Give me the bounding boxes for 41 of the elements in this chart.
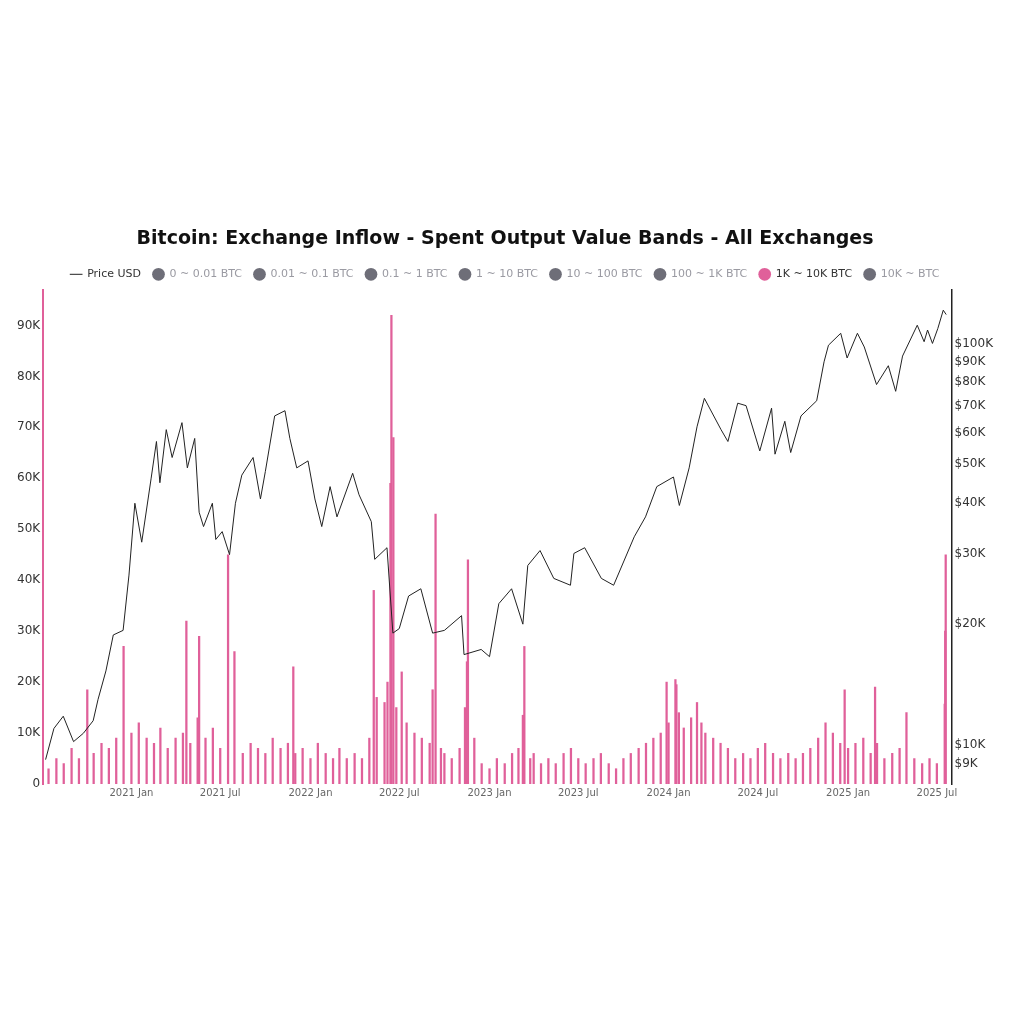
x-tick-label: 2022 Jan	[288, 786, 333, 798]
x-tick-label: 2024 Jan	[646, 786, 691, 798]
y2-tick-label: $30K	[954, 545, 987, 560]
y2-tick-label: $10K	[954, 737, 987, 752]
y-tick-label: 20K	[17, 674, 42, 689]
x-tick-label: 2023 Jul	[557, 786, 599, 798]
y-tick-label: 90K	[17, 317, 42, 332]
y2-tick-label: $60K	[954, 424, 987, 439]
y2-tick-label: $90K	[954, 353, 987, 368]
y-tick-label: 60K	[17, 470, 42, 485]
y2-tick-label: $80K	[954, 374, 987, 389]
y-tick-label: 0	[32, 776, 41, 791]
legend-label: 0.01 ~ 0.1 BTC	[270, 267, 354, 281]
x-tick-label: 2025 Jul	[916, 786, 958, 798]
legend-label: 1 ~ 10 BTC	[475, 267, 539, 281]
y2-tick-label: $20K	[954, 616, 987, 631]
chart-title: Bitcoin: Exchange Inflow - Spent Output Value Bands - All Exchanges	[136, 226, 874, 249]
y2-tick-label: $9K	[954, 755, 979, 770]
legend-label: 10 ~ 100 BTC	[566, 267, 643, 281]
x-tick-label: 2025 Jan	[826, 786, 871, 798]
y-tick-label: 50K	[17, 521, 42, 536]
x-tick-label: 2021 Jan	[109, 786, 154, 798]
y2-tick-label: $50K	[954, 456, 987, 471]
y-tick-label: 80K	[17, 368, 42, 383]
legend-label: 0 ~ 0.01 BTC	[169, 267, 243, 281]
x-tick-label: 2023 Jan	[467, 786, 512, 798]
y-tick-label: 30K	[17, 623, 42, 638]
y2-tick-label: $40K	[954, 495, 987, 510]
x-tick-label: 2021 Jul	[199, 786, 241, 798]
y-tick-label: 70K	[17, 419, 42, 434]
y2-tick-label: $70K	[954, 397, 987, 412]
legend-label: 1K ~ 10K BTC	[775, 267, 853, 281]
x-tick-label: 2022 Jul	[378, 786, 420, 798]
y2-tick-label: $100K	[954, 335, 995, 350]
legend-label: 100 ~ 1K BTC	[670, 267, 748, 281]
x-tick-label: 2024 Jul	[737, 786, 779, 798]
legend-label: Price USD	[87, 267, 141, 281]
legend-label: 10K ~ BTC	[880, 267, 940, 281]
legend-label: 0.1 ~ 1 BTC	[381, 267, 448, 281]
y-tick-label: 10K	[17, 725, 42, 740]
y-tick-label: 40K	[17, 572, 42, 587]
